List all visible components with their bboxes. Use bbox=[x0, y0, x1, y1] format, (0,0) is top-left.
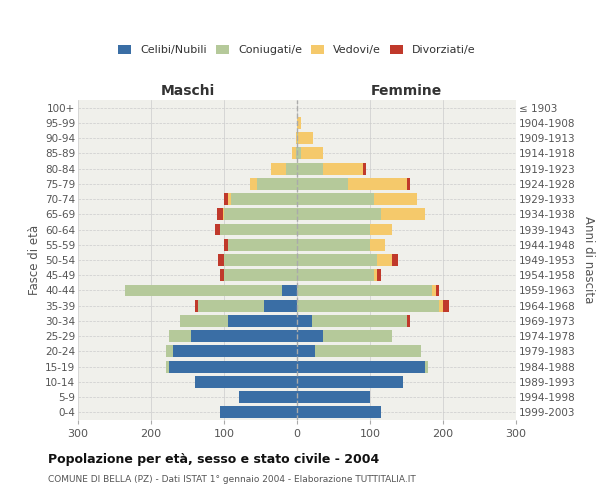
Bar bbox=[298, 132, 313, 144]
Bar bbox=[180, 315, 227, 327]
Bar bbox=[169, 360, 297, 372]
Bar bbox=[323, 330, 392, 342]
Bar bbox=[297, 346, 315, 358]
Bar bbox=[297, 239, 370, 250]
Bar bbox=[407, 178, 410, 190]
Bar bbox=[377, 254, 392, 266]
Bar bbox=[224, 193, 227, 205]
Bar bbox=[166, 360, 169, 372]
Bar bbox=[297, 360, 425, 372]
Bar bbox=[296, 148, 297, 160]
Bar bbox=[348, 178, 407, 190]
Y-axis label: Fasce di età: Fasce di età bbox=[28, 225, 41, 295]
Bar bbox=[297, 254, 377, 266]
Bar bbox=[297, 193, 374, 205]
Bar bbox=[283, 284, 297, 296]
Bar bbox=[220, 270, 224, 281]
Bar bbox=[220, 406, 297, 418]
Bar bbox=[297, 315, 311, 327]
Bar bbox=[439, 300, 443, 312]
Bar bbox=[301, 148, 323, 160]
Bar bbox=[297, 391, 370, 403]
Bar bbox=[223, 208, 224, 220]
Bar bbox=[374, 193, 418, 205]
Bar bbox=[220, 224, 297, 235]
Bar bbox=[232, 193, 297, 205]
Bar bbox=[297, 117, 301, 129]
Bar bbox=[224, 254, 297, 266]
Bar bbox=[173, 346, 297, 358]
Bar bbox=[432, 284, 436, 296]
Bar bbox=[297, 148, 301, 160]
Bar bbox=[311, 315, 407, 327]
Bar bbox=[297, 284, 432, 296]
Bar bbox=[224, 208, 297, 220]
Bar bbox=[195, 300, 199, 312]
Text: Femmine: Femmine bbox=[371, 84, 442, 98]
Bar bbox=[407, 315, 410, 327]
Bar bbox=[195, 376, 297, 388]
Bar bbox=[374, 270, 377, 281]
Bar bbox=[362, 162, 367, 174]
Bar bbox=[377, 270, 381, 281]
Text: COMUNE DI BELLA (PZ) - Dati ISTAT 1° gennaio 2004 - Elaborazione TUTTITALIA.IT: COMUNE DI BELLA (PZ) - Dati ISTAT 1° gen… bbox=[48, 475, 416, 484]
Bar bbox=[392, 254, 398, 266]
Bar bbox=[292, 148, 296, 160]
Bar bbox=[227, 315, 297, 327]
Bar bbox=[125, 284, 283, 296]
Bar bbox=[215, 224, 220, 235]
Bar bbox=[297, 178, 348, 190]
Bar bbox=[257, 178, 297, 190]
Bar bbox=[271, 162, 286, 174]
Bar bbox=[443, 300, 449, 312]
Legend: Celibi/Nubili, Coniugati/e, Vedovi/e, Divorziati/e: Celibi/Nubili, Coniugati/e, Vedovi/e, Di… bbox=[115, 42, 479, 58]
Bar bbox=[425, 360, 428, 372]
Bar bbox=[169, 330, 191, 342]
Bar bbox=[296, 132, 297, 144]
Y-axis label: Anni di nascita: Anni di nascita bbox=[582, 216, 595, 304]
Text: Popolazione per età, sesso e stato civile - 2004: Popolazione per età, sesso e stato civil… bbox=[48, 452, 379, 466]
Bar bbox=[218, 254, 224, 266]
Bar bbox=[286, 162, 297, 174]
Bar bbox=[191, 330, 297, 342]
Bar bbox=[217, 208, 223, 220]
Bar bbox=[297, 208, 381, 220]
Bar bbox=[370, 224, 392, 235]
Bar bbox=[315, 346, 421, 358]
Bar bbox=[227, 239, 297, 250]
Bar bbox=[297, 330, 323, 342]
Text: Maschi: Maschi bbox=[160, 84, 215, 98]
Bar bbox=[297, 300, 439, 312]
Bar bbox=[436, 284, 439, 296]
Bar bbox=[250, 178, 257, 190]
Bar bbox=[370, 239, 385, 250]
Bar bbox=[297, 132, 298, 144]
Bar bbox=[264, 300, 297, 312]
Bar bbox=[239, 391, 297, 403]
Bar bbox=[297, 406, 381, 418]
Bar bbox=[381, 208, 425, 220]
Bar bbox=[166, 346, 173, 358]
Bar bbox=[199, 300, 264, 312]
Bar bbox=[297, 376, 403, 388]
Bar bbox=[224, 239, 227, 250]
Bar bbox=[323, 162, 363, 174]
Bar bbox=[224, 270, 297, 281]
Bar bbox=[297, 162, 323, 174]
Bar bbox=[297, 224, 370, 235]
Bar bbox=[227, 193, 232, 205]
Bar bbox=[297, 270, 374, 281]
